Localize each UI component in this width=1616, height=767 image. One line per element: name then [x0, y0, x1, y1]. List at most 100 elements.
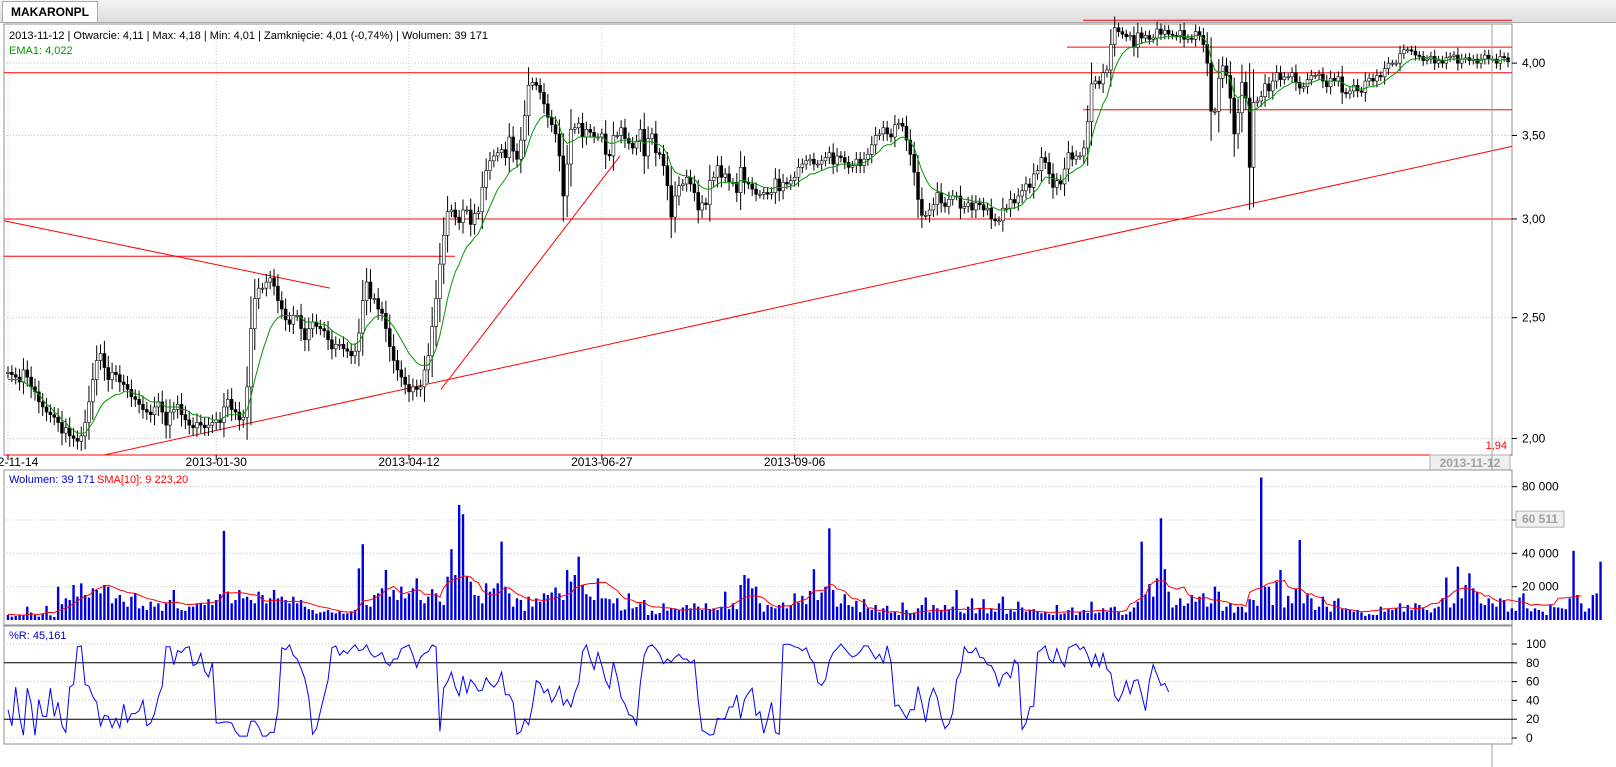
volume-bar	[1487, 598, 1490, 620]
candle-body	[1004, 207, 1009, 210]
candle-body	[1294, 72, 1298, 83]
candle-body	[1217, 77, 1221, 112]
candle-body	[272, 277, 276, 287]
volume-bar	[434, 593, 438, 620]
candle-body	[206, 424, 211, 429]
candle-body	[939, 192, 943, 204]
volume-bar	[843, 594, 846, 620]
volume-bar	[407, 593, 411, 620]
candle-body	[118, 374, 122, 383]
candle-body	[1475, 58, 1479, 64]
candle-body	[1139, 32, 1144, 39]
volume-bar	[1595, 593, 1598, 620]
volume-bar	[1499, 598, 1502, 620]
volume-bar	[1198, 596, 1201, 620]
candle-body	[696, 192, 700, 211]
candle-body	[202, 424, 207, 429]
volume-bar	[511, 606, 515, 620]
volume-bar	[1526, 608, 1529, 620]
volume-bar	[1078, 611, 1082, 620]
candle-body	[253, 298, 257, 329]
volume-bar	[808, 590, 812, 620]
candle-body	[488, 160, 492, 171]
candle-body	[762, 192, 766, 195]
candle-body	[576, 122, 581, 129]
volume-bar	[1441, 598, 1444, 620]
candle-body	[611, 135, 616, 157]
volume-bar	[245, 596, 249, 620]
volume-sma-line	[7, 575, 1582, 616]
candle-body	[1363, 80, 1368, 93]
candle-body	[299, 315, 303, 329]
volume-bar	[1182, 605, 1186, 620]
candle-body	[711, 176, 716, 181]
volume-bar	[932, 605, 935, 620]
volume-bar	[1414, 603, 1417, 620]
candle-body	[1151, 37, 1155, 40]
williams-r-tick-label: 60	[1526, 675, 1540, 689]
volume-bar	[778, 605, 781, 620]
trendline	[3, 220, 331, 289]
volume-bar	[1101, 608, 1105, 620]
volume-bar	[897, 615, 900, 620]
volume-bar	[947, 610, 951, 620]
volume-bar	[238, 590, 241, 620]
volume-bar	[824, 586, 827, 620]
volume-bar	[10, 616, 14, 620]
volume-bar	[589, 596, 592, 620]
candle-body	[1232, 97, 1236, 135]
price-tick-label: 2,50	[1522, 311, 1546, 325]
volume-bar	[99, 593, 102, 620]
candle-body	[318, 326, 323, 329]
candle-body	[553, 124, 558, 135]
volume-bar	[1418, 605, 1421, 620]
candle-body	[1255, 100, 1260, 103]
candle-body	[411, 386, 415, 393]
volume-bar	[1329, 611, 1332, 620]
candle-body	[268, 277, 272, 283]
volume-bar	[103, 585, 106, 620]
volume-bar	[835, 606, 839, 620]
candle-body	[226, 399, 230, 408]
candle-body	[727, 173, 731, 183]
candle-body	[1066, 152, 1071, 170]
volume-bar	[936, 608, 939, 620]
candle-body	[449, 209, 454, 213]
candle-body	[1170, 33, 1175, 36]
volume-bar	[812, 569, 816, 620]
volume-tick-label: 80 000	[1522, 480, 1559, 494]
volume-bar	[982, 599, 985, 620]
volume-bar	[473, 595, 476, 620]
candle-body	[21, 369, 26, 383]
volume-bar	[1152, 596, 1155, 620]
candle-body	[326, 330, 330, 341]
volume-bar	[49, 615, 52, 620]
volume-bar	[1213, 586, 1217, 620]
volume-bar	[1225, 606, 1228, 620]
candle-body	[827, 152, 832, 158]
candle-body	[923, 215, 928, 217]
candle-body	[245, 386, 249, 418]
candle-body	[735, 182, 739, 193]
volume-bar	[538, 601, 542, 620]
volume-bar	[943, 605, 947, 620]
candle-body	[538, 84, 542, 93]
candle-body	[337, 344, 342, 346]
horizontal-levels	[4, 19, 1512, 456]
candle-body	[1101, 72, 1105, 85]
candle-body	[1039, 157, 1044, 171]
candle-body	[94, 360, 99, 380]
volume-bar	[384, 570, 388, 620]
volume-bar	[1325, 606, 1328, 620]
candle-body	[1394, 62, 1398, 65]
volume-bar	[693, 603, 696, 620]
volume-bar	[1580, 603, 1583, 620]
date-tick-label: 2013-04-12	[378, 455, 440, 469]
volume-bar	[346, 613, 349, 620]
volume-bar	[14, 616, 17, 620]
volume-bar	[689, 608, 692, 620]
volume-bar	[928, 612, 931, 620]
tab-makaronpl[interactable]: MAKARONPL	[2, 1, 98, 22]
volume-bar	[269, 598, 272, 620]
